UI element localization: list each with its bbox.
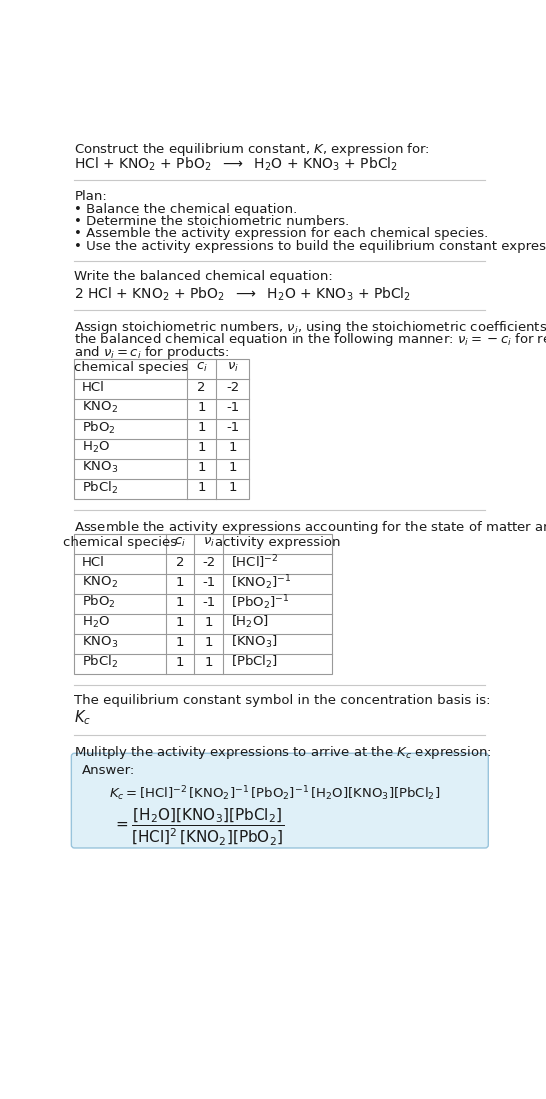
- Text: HCl: HCl: [82, 556, 105, 569]
- Text: -2: -2: [202, 556, 215, 569]
- Text: -1: -1: [202, 576, 215, 589]
- Text: H$_2$O: H$_2$O: [82, 614, 110, 630]
- Text: [PbCl$_2$]: [PbCl$_2$]: [231, 654, 278, 670]
- Text: Construct the equilibrium constant, $K$, expression for:: Construct the equilibrium constant, $K$,…: [74, 141, 430, 158]
- Text: [KNO$_3$]: [KNO$_3$]: [231, 634, 278, 651]
- Text: • Assemble the activity expression for each chemical species.: • Assemble the activity expression for e…: [74, 227, 489, 241]
- Text: 2: 2: [197, 381, 206, 395]
- Text: 1: 1: [176, 656, 184, 669]
- Text: [H$_2$O]: [H$_2$O]: [231, 614, 269, 631]
- Text: $K_c$: $K_c$: [74, 709, 92, 728]
- FancyBboxPatch shape: [72, 753, 488, 848]
- Text: • Balance the chemical equation.: • Balance the chemical equation.: [74, 202, 298, 215]
- Text: Assign stoichiometric numbers, $\nu_i$, using the stoichiometric coefficients, $: Assign stoichiometric numbers, $\nu_i$, …: [74, 319, 546, 336]
- Bar: [74, 359, 249, 499]
- Text: chemical species: chemical species: [74, 360, 188, 374]
- Text: • Determine the stoichiometric numbers.: • Determine the stoichiometric numbers.: [74, 215, 349, 227]
- Text: 1: 1: [176, 615, 184, 629]
- Text: -1: -1: [226, 401, 239, 414]
- Text: 2 HCl + KNO$_2$ + PbO$_2$  $\longrightarrow$  H$_2$O + KNO$_3$ + PbCl$_2$: 2 HCl + KNO$_2$ + PbO$_2$ $\longrightarr…: [74, 285, 412, 302]
- Text: Mulitply the activity expressions to arrive at the $K_c$ expression:: Mulitply the activity expressions to arr…: [74, 744, 492, 761]
- Text: 1: 1: [228, 481, 237, 495]
- Text: KNO$_3$: KNO$_3$: [82, 460, 118, 475]
- Text: $c_i$: $c_i$: [174, 535, 186, 548]
- Text: 1: 1: [197, 481, 206, 495]
- Text: $= \dfrac{\mathrm{[H_2O][KNO_3][PbCl_2]}}{\mathrm{[HCl]^2\,[KNO_2][PbO_2]}}$: $= \dfrac{\mathrm{[H_2O][KNO_3][PbCl_2]}…: [113, 806, 284, 846]
- Text: $c_i$: $c_i$: [195, 360, 207, 374]
- Text: HCl: HCl: [82, 381, 105, 395]
- Text: Assemble the activity expressions accounting for the state of matter and $\nu_i$: Assemble the activity expressions accoun…: [74, 519, 546, 536]
- Text: KNO$_2$: KNO$_2$: [82, 400, 118, 415]
- Bar: [74, 534, 332, 674]
- Text: $\nu_i$: $\nu_i$: [227, 360, 239, 374]
- Text: 1: 1: [228, 441, 237, 454]
- Text: -1: -1: [202, 596, 215, 609]
- Text: 1: 1: [204, 656, 213, 669]
- Text: 1: 1: [197, 462, 206, 474]
- Text: 1: 1: [204, 636, 213, 648]
- Text: KNO$_3$: KNO$_3$: [82, 635, 118, 650]
- Text: KNO$_2$: KNO$_2$: [82, 575, 118, 590]
- Text: PbCl$_2$: PbCl$_2$: [82, 479, 118, 496]
- Text: $\nu_i$: $\nu_i$: [203, 535, 215, 548]
- Text: the balanced chemical equation in the following manner: $\nu_i = -c_i$ for react: the balanced chemical equation in the fo…: [74, 331, 546, 348]
- Text: 1: 1: [176, 576, 184, 589]
- Text: [PbO$_2$]$^{-1}$: [PbO$_2$]$^{-1}$: [231, 593, 289, 612]
- Text: [KNO$_2$]$^{-1}$: [KNO$_2$]$^{-1}$: [231, 573, 292, 591]
- Text: PbCl$_2$: PbCl$_2$: [82, 654, 118, 670]
- Text: 1: 1: [176, 596, 184, 609]
- Text: HCl + KNO$_2$ + PbO$_2$  $\longrightarrow$  H$_2$O + KNO$_3$ + PbCl$_2$: HCl + KNO$_2$ + PbO$_2$ $\longrightarrow…: [74, 156, 399, 174]
- Text: 1: 1: [197, 421, 206, 434]
- Text: 2: 2: [176, 556, 184, 569]
- Text: and $\nu_i = c_i$ for products:: and $\nu_i = c_i$ for products:: [74, 344, 230, 360]
- Text: 1: 1: [176, 636, 184, 648]
- Text: -1: -1: [226, 421, 239, 434]
- Text: $K_c = \mathrm{[HCl]^{-2}\,[KNO_2]^{-1}\,[PbO_2]^{-1}\,[H_2O][KNO_3][PbCl_2]}$: $K_c = \mathrm{[HCl]^{-2}\,[KNO_2]^{-1}\…: [109, 784, 441, 802]
- Text: -2: -2: [226, 381, 239, 395]
- Text: [HCl]$^{-2}$: [HCl]$^{-2}$: [231, 554, 278, 571]
- Text: The equilibrium constant symbol in the concentration basis is:: The equilibrium constant symbol in the c…: [74, 693, 491, 707]
- Text: 1: 1: [204, 615, 213, 629]
- Text: Write the balanced chemical equation:: Write the balanced chemical equation:: [74, 270, 333, 284]
- Text: 1: 1: [197, 441, 206, 454]
- Text: activity expression: activity expression: [215, 536, 340, 548]
- Text: 1: 1: [228, 462, 237, 474]
- Text: PbO$_2$: PbO$_2$: [82, 595, 116, 610]
- Text: Answer:: Answer:: [82, 764, 135, 777]
- Text: PbO$_2$: PbO$_2$: [82, 420, 116, 435]
- Text: Plan:: Plan:: [74, 190, 107, 202]
- Text: 1: 1: [197, 401, 206, 414]
- Text: chemical species: chemical species: [63, 536, 177, 548]
- Text: • Use the activity expressions to build the equilibrium constant expression.: • Use the activity expressions to build …: [74, 240, 546, 253]
- Text: H$_2$O: H$_2$O: [82, 440, 110, 455]
